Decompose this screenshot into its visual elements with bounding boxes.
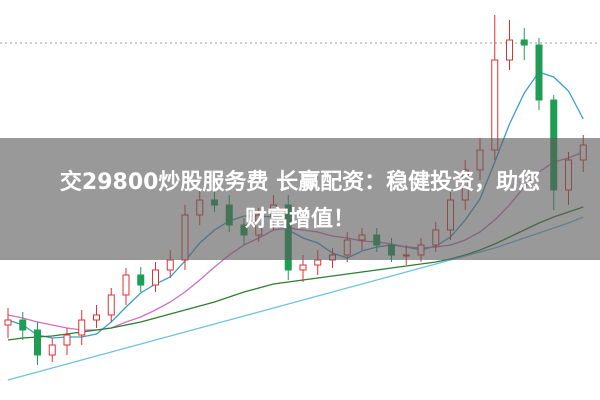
candle-body (535, 44, 543, 101)
candle-body (107, 294, 115, 316)
banner (0, 138, 600, 260)
candle-body (63, 334, 71, 346)
candle-body (166, 259, 174, 271)
candle-body (520, 39, 528, 46)
candle-body (314, 259, 322, 266)
candle-body (48, 344, 56, 356)
candle-body (299, 264, 307, 271)
candle-body (506, 39, 513, 61)
candle-body (19, 319, 27, 331)
candle-body (34, 329, 41, 356)
candle-body (137, 274, 145, 286)
candle-body (78, 319, 86, 336)
banner-line: 交29800炒股服务费 长赢配资：稳健投资，助您 (60, 169, 540, 195)
candle-body (4, 319, 12, 326)
candle-body (152, 269, 159, 286)
candle-body (122, 274, 130, 296)
candle-body (93, 314, 100, 321)
banner-line: 财富增值！ (245, 206, 355, 232)
candle-body (491, 59, 499, 151)
